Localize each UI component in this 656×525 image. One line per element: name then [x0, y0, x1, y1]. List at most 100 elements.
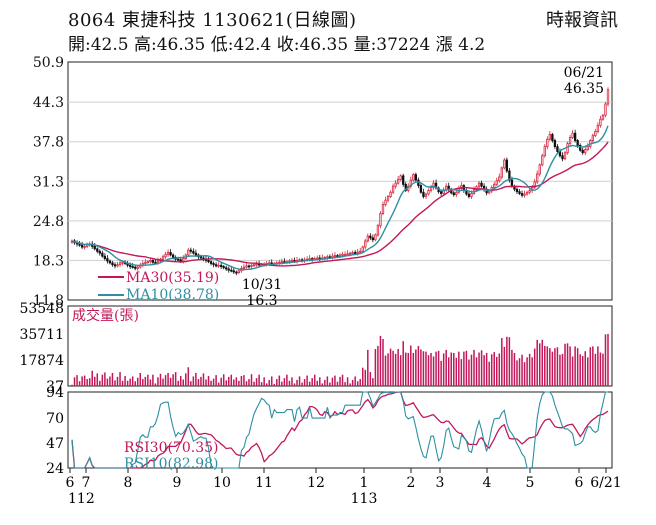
volume-bar [331, 377, 334, 386]
candle [280, 261, 284, 264]
volume-bar [346, 377, 349, 386]
volume-bar [104, 372, 106, 386]
volume-bar [336, 381, 339, 386]
volume-bar [217, 382, 220, 386]
volume-bar [475, 357, 478, 386]
volume-bar [450, 352, 453, 386]
candle [584, 149, 587, 154]
candle [128, 264, 132, 267]
volume-bar [349, 383, 351, 386]
candle [338, 254, 342, 257]
volume-bar [493, 352, 495, 386]
candle [242, 266, 246, 269]
candle [227, 268, 230, 271]
volume-bar [420, 349, 422, 386]
volume-bar [384, 355, 387, 386]
candle [551, 134, 554, 141]
volume-bar [579, 354, 581, 386]
candle [356, 251, 359, 254]
candle [247, 265, 251, 268]
candle [541, 155, 544, 166]
rsi-panel-frame [67, 391, 613, 469]
x-tick-label: 2 [407, 475, 416, 491]
candle [508, 170, 511, 181]
candle [510, 179, 514, 187]
candle [118, 262, 122, 266]
candle [369, 235, 372, 239]
volume-bar [136, 377, 139, 386]
volume-bar [129, 378, 131, 386]
rsi10-legend-label: RSI10(82.98) [124, 456, 218, 472]
candle [237, 270, 241, 274]
volume-bar [205, 379, 207, 386]
candle [404, 183, 407, 191]
candle [346, 253, 349, 256]
candle [111, 262, 114, 266]
candle [384, 199, 387, 205]
volume-bar [412, 352, 415, 386]
volume-bar [344, 382, 346, 386]
volume-bar [142, 379, 144, 386]
candle [177, 258, 180, 261]
candle [290, 260, 294, 262]
volume-bar [278, 375, 281, 386]
volume-bar [488, 361, 490, 386]
volume-bar [195, 372, 197, 386]
volume-bar [531, 357, 533, 386]
x-tick-label: 4 [483, 475, 492, 491]
candle [103, 255, 107, 260]
volume-bar [533, 348, 536, 386]
candle [394, 182, 397, 187]
volume-bar [268, 379, 270, 386]
candle [225, 267, 228, 270]
candle [389, 191, 392, 197]
candle [495, 180, 498, 185]
volume-bar [311, 378, 313, 386]
volume-bar [478, 352, 480, 386]
volume-bar [356, 381, 359, 386]
volume-bar [389, 348, 392, 386]
volume-bar [485, 352, 488, 386]
candle [235, 271, 238, 274]
volume-bar [554, 348, 556, 386]
volume-bar [258, 374, 260, 386]
volume-bar [78, 381, 81, 386]
volume-bar [526, 357, 528, 386]
quote-line: 開:42.5 高:46.35 低:42.4 收:46.35 量:37224 漲 … [68, 35, 486, 55]
volume-bar [402, 341, 404, 386]
candle [503, 159, 506, 169]
volume-bar [255, 378, 258, 386]
volume-bar [495, 356, 498, 386]
volume-bar [109, 376, 111, 386]
volume-bar [235, 377, 238, 386]
volume-bar [480, 350, 483, 386]
candle [566, 143, 569, 154]
volume-bar [587, 357, 589, 386]
volume-bar [169, 377, 172, 386]
stock-title: 8064 東捷科技 1130621(日線圖) [68, 10, 357, 31]
candle [573, 132, 577, 141]
volume-bar [250, 374, 253, 386]
volume-bar [243, 375, 245, 386]
candle [364, 240, 367, 248]
volume-bar [215, 375, 217, 386]
volume-bar [377, 345, 379, 386]
volume-bar [86, 379, 88, 386]
volume-bar [437, 350, 440, 386]
candle [194, 252, 198, 256]
volume-bar [238, 380, 240, 386]
chart-header: 8064 東捷科技 1130621(日線圖) 時報資訊 開:42.5 高:46.… [0, 0, 656, 60]
candle [518, 191, 521, 194]
candle [333, 255, 337, 257]
volume-bar [301, 382, 303, 386]
candle [108, 260, 112, 264]
volume-bar [296, 379, 298, 386]
volume-bar [513, 352, 516, 386]
volume-bar [197, 379, 200, 386]
candle [361, 246, 364, 252]
x-tick-label: 9 [173, 475, 182, 491]
volume-bar [139, 372, 142, 386]
candle [161, 256, 165, 260]
candle [480, 182, 483, 187]
